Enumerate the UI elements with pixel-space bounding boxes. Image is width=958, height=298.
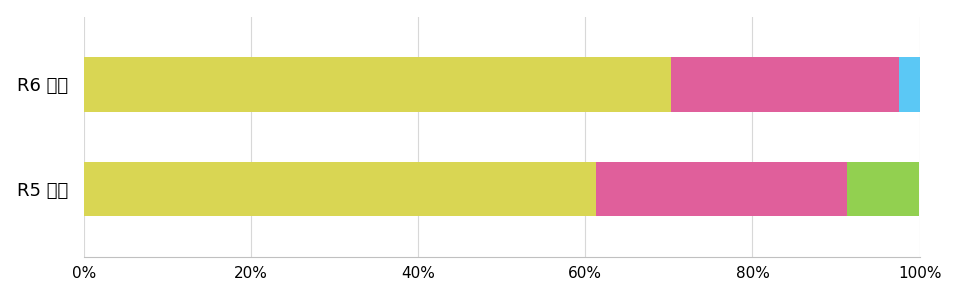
Bar — [596, 162, 847, 216]
Bar — [899, 57, 920, 112]
Bar — [908, 162, 919, 216]
Bar — [84, 162, 596, 216]
Bar — [671, 57, 899, 112]
Bar — [847, 162, 908, 216]
Bar — [84, 57, 671, 112]
